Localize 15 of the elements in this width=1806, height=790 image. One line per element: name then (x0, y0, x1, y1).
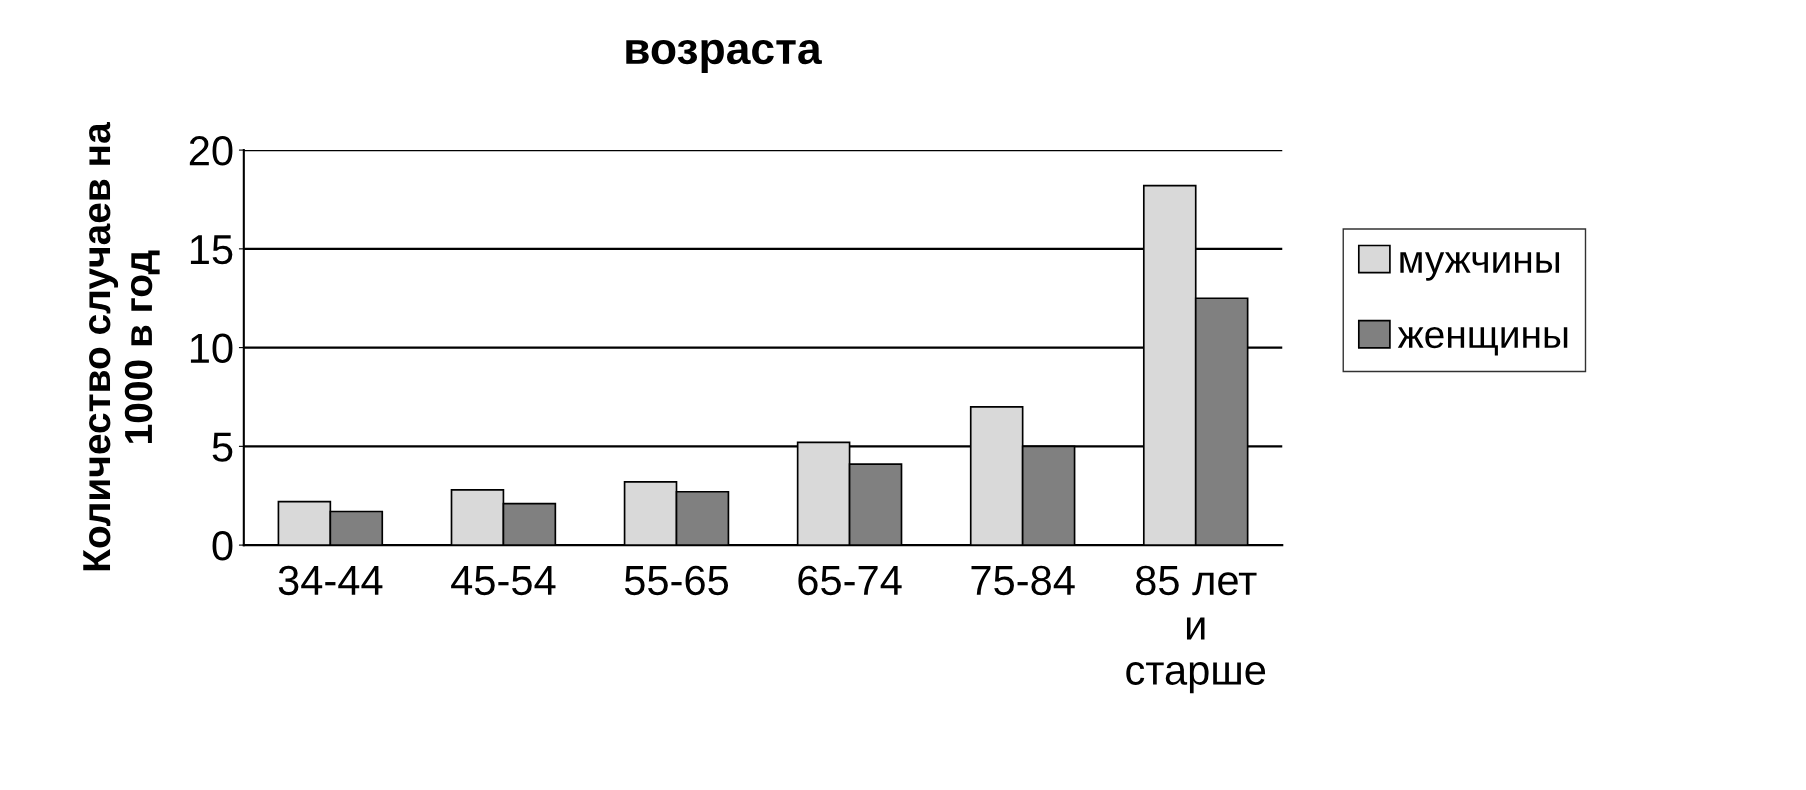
y-tick-label: 10 (190, 333, 233, 364)
y-tick-label: 5 (212, 432, 233, 462)
y-axis-title: Количество случаев на 1000 в год (83, 122, 160, 571)
x-tick-label: 85 лет и старше (1126, 565, 1266, 694)
x-tick-label: 55-65 (624, 565, 729, 596)
x-tick-label: 65-74 (798, 565, 902, 596)
chart-title: возраста (626, 39, 822, 74)
legend-label: женщины (1397, 326, 1568, 356)
y-tick-label: 20 (189, 136, 233, 166)
y-tick-label: 15 (190, 235, 233, 265)
legend-label: мужчины (1400, 252, 1560, 281)
y-tick-label: 0 (212, 531, 233, 561)
x-tick-label: 75-84 (971, 565, 1075, 596)
x-tick-label: 45-54 (451, 566, 556, 596)
x-tick-label: 34-44 (278, 565, 383, 596)
